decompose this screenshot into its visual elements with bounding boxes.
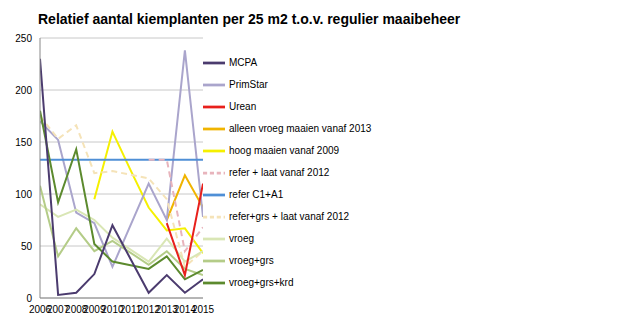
svg-text:50: 50 [21, 241, 33, 252]
html-text:vroeg: vroeg [229, 232, 254, 244]
svg-text:2007: 2007 [47, 304, 70, 316]
html-text:MCPA: MCPA [229, 56, 258, 68]
svg-text:2014: 2014 [173, 304, 196, 316]
html-text:vroeg+grs: vroeg+grs [229, 254, 274, 266]
svg-text:2011: 2011 [119, 304, 142, 316]
html-text:refer+grs + laat vanaf 2012: refer+grs + laat vanaf 2012 [229, 210, 350, 222]
svg-text:200: 200 [15, 85, 32, 96]
svg-text:100: 100 [15, 189, 32, 200]
html-text:Relatief aantal kiemplanten pe: Relatief aantal kiemplanten per 25 m2 t.… [38, 11, 461, 27]
html-text:alleen vroeg maaien vanaf 2013: alleen vroeg maaien vanaf 2013 [229, 122, 372, 134]
svg-text:2006: 2006 [28, 304, 52, 316]
html-text:hoog maaien vanaf 2009: hoog maaien vanaf 2009 [229, 144, 340, 156]
html-text:vroeg+grs+krd: vroeg+grs+krd [229, 276, 294, 288]
html-text:refer C1+A1: refer C1+A1 [229, 188, 284, 200]
svg-text:2012: 2012 [137, 304, 160, 316]
svg-text:250: 250 [15, 33, 32, 44]
html-text:PrimStar: PrimStar [229, 78, 268, 90]
html-text:Urean: Urean [229, 100, 257, 112]
svg-text:2009: 2009 [83, 304, 106, 316]
svg-text:2013: 2013 [155, 304, 178, 316]
svg-text:2010: 2010 [101, 304, 124, 316]
html-text:refer + laat vanaf 2012: refer + laat vanaf 2012 [229, 166, 330, 178]
svg-text:150: 150 [15, 137, 32, 148]
svg-text:0: 0 [26, 293, 32, 304]
svg-text:2015: 2015 [192, 304, 215, 315]
svg-text:2008: 2008 [65, 304, 88, 316]
